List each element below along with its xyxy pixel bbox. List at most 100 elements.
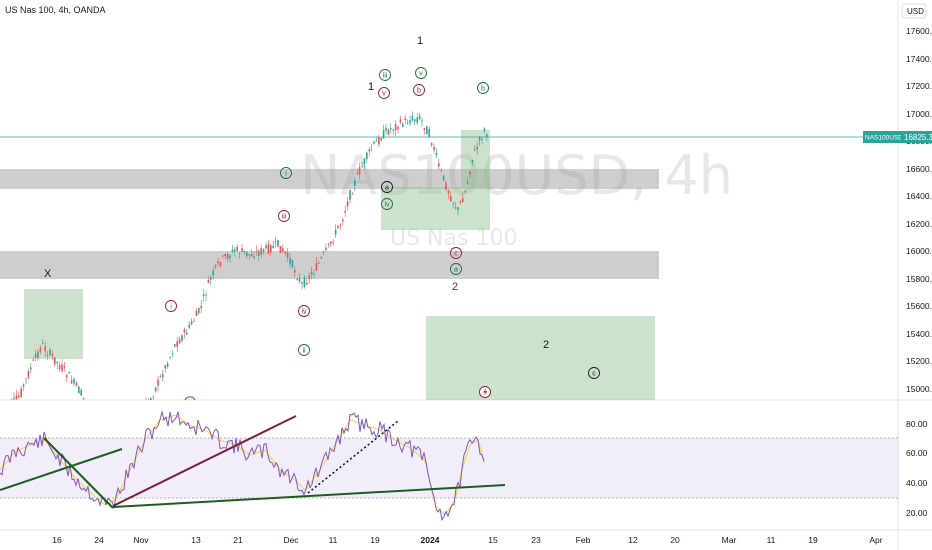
rsi-trendline-dotted[interactable] — [307, 420, 399, 494]
candle-body — [409, 120, 411, 124]
candle-body — [277, 240, 279, 247]
candle-body — [306, 282, 308, 285]
candle-body — [414, 119, 416, 122]
price-tick-17400: 17400.0 — [906, 54, 932, 64]
rsi-trendline-3[interactable] — [112, 415, 297, 507]
candle-body — [296, 278, 298, 280]
candle-body — [284, 251, 286, 254]
rsi-trendline-1[interactable] — [0, 448, 123, 491]
last-price-symbol: NAS100USD — [865, 135, 903, 142]
candle-body — [426, 126, 428, 135]
wave-i-green: i — [285, 171, 287, 178]
candle-body — [222, 255, 224, 257]
candle-body — [15, 395, 18, 399]
time-label-24: 24 — [94, 535, 104, 545]
price-tick-17200: 17200.0 — [906, 81, 932, 91]
candle-body — [380, 138, 382, 141]
candle-body — [61, 364, 63, 372]
target-box-wave-2c[interactable] — [426, 316, 655, 400]
rsi-trendline-2[interactable] — [43, 437, 114, 509]
price-tick-15800: 15800.0 — [906, 274, 932, 284]
target-box-wave-2[interactable] — [381, 187, 490, 230]
candle-body — [315, 263, 318, 271]
wave-labels: X 1 1 2 2 iii v v b b i a iv iii c — [44, 35, 600, 401]
candle-body — [428, 128, 430, 137]
candle-body — [37, 351, 39, 358]
rsi-trendline-4[interactable] — [112, 484, 506, 508]
candle-body — [476, 146, 478, 150]
currency-button[interactable]: USD — [901, 3, 927, 19]
rsi-line — [0, 410, 485, 522]
candle-body — [80, 390, 82, 396]
candle-body — [334, 229, 337, 235]
candle-body — [370, 148, 373, 150]
candle-body — [390, 128, 392, 129]
candle-body — [46, 355, 49, 356]
candle-body — [188, 324, 190, 328]
supply-zone-upper[interactable] — [0, 169, 659, 189]
candle-body — [349, 190, 351, 200]
candle-body — [154, 387, 157, 392]
target-box-x[interactable] — [24, 289, 83, 359]
candle-body — [313, 273, 315, 275]
candle-body — [246, 252, 248, 257]
target-box-wave-b[interactable] — [461, 130, 490, 187]
price-axis[interactable]: 17600.0 17400.0 17200.0 17000.0 16800.0 … — [906, 26, 932, 394]
wave-iv-red: iv — [301, 309, 307, 316]
supply-zone-lower[interactable] — [0, 251, 659, 279]
candle-body — [433, 146, 435, 151]
time-axis[interactable]: 16 24 Nov 13 21 Dec 11 19 2024 15 23 Feb… — [52, 535, 883, 545]
price-tick-16600: 16600.0 — [906, 164, 932, 174]
time-label-12: 12 — [628, 535, 638, 545]
candle-body — [274, 241, 277, 243]
candle-body — [267, 243, 270, 254]
rsi-axis[interactable]: 80.00 60.00 40.00 20.00 — [906, 419, 928, 518]
wave-iii-red: iii — [282, 214, 287, 221]
candle-body — [49, 349, 51, 355]
candle-body — [270, 245, 272, 253]
rsi-tick-40: 40.00 — [906, 478, 928, 488]
candle-body — [164, 365, 166, 369]
candle-body — [397, 126, 399, 130]
time-label-21: 21 — [233, 535, 243, 545]
candle-body — [174, 344, 176, 347]
candle-body — [195, 311, 198, 316]
candle-body — [226, 254, 229, 260]
candle-body — [260, 247, 262, 255]
candle-body — [176, 341, 178, 347]
candle-body — [354, 180, 356, 186]
candle-body — [205, 294, 207, 296]
candle-body — [421, 120, 423, 122]
lightning-icon[interactable] — [479, 386, 491, 398]
wave-v-red: v — [382, 91, 386, 98]
candle-body — [478, 136, 481, 141]
candle-body — [214, 265, 217, 268]
candle-body — [481, 139, 483, 141]
candle-body — [382, 129, 385, 139]
time-label-19-mar: 19 — [808, 535, 818, 545]
wave-v-green: v — [419, 71, 423, 78]
candle-body — [27, 371, 30, 378]
candle-body — [231, 249, 234, 252]
candle-body — [78, 386, 80, 394]
candle-body — [229, 255, 231, 258]
candle-body — [236, 246, 238, 251]
candle-body — [366, 152, 368, 160]
candle-body — [294, 270, 296, 273]
candle-body — [63, 366, 66, 368]
candle-body — [181, 335, 183, 341]
candle-body — [339, 224, 342, 226]
candle-body — [301, 282, 303, 284]
price-tick-16400: 16400.0 — [906, 191, 932, 201]
price-tick-16200: 16200.0 — [906, 219, 932, 229]
candle-body — [241, 248, 243, 252]
candle-body — [51, 354, 54, 356]
candle-body — [308, 275, 310, 279]
candle-body — [250, 253, 253, 257]
candle-body — [342, 219, 344, 222]
candle-body — [186, 332, 188, 335]
last-price-value: 16825.3 — [904, 133, 932, 142]
candle-body — [44, 346, 46, 352]
price-candles — [11, 111, 488, 400]
